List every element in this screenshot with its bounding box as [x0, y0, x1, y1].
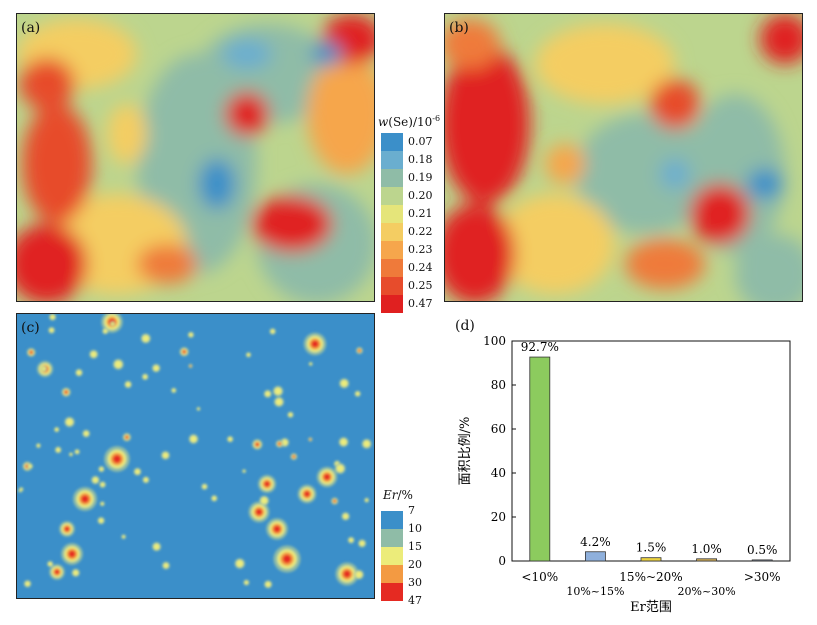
- bar-data-label: 0.5%: [747, 543, 778, 557]
- legend-top-swatch: [381, 241, 403, 259]
- legend-top-swatch: [381, 277, 403, 295]
- legend-bottom: 7 10 15 20 30 47: [381, 504, 441, 607]
- legend-top-swatch: [381, 169, 403, 187]
- bar-data-label: 4.2%: [580, 535, 611, 549]
- legend-top-tick-label: 0.18: [408, 153, 433, 166]
- legend-bottom-tick-label: 47: [408, 594, 422, 607]
- legend-top-title-var: w: [378, 115, 389, 129]
- bar: [640, 557, 662, 562]
- se-concentration-map-a: [17, 14, 374, 301]
- plot-frame: [511, 340, 791, 562]
- legend-top-swatch: [381, 223, 403, 241]
- legend-top-tick-label: 0.25: [408, 279, 433, 292]
- panel-label-b: (b): [449, 20, 469, 36]
- map-panel-a: (a): [16, 13, 375, 302]
- legend-bottom-swatch: [381, 529, 403, 547]
- legend-top-tick-label: 0.23: [408, 243, 433, 256]
- legend-top-tick-label: 0.19: [408, 171, 433, 184]
- map-panel-c: (c): [16, 313, 375, 599]
- bar: [529, 356, 551, 562]
- y-tick-label: 20: [491, 510, 506, 524]
- legend-bottom-tick-label: 15: [408, 540, 422, 553]
- legend-bottom-swatch: [381, 565, 403, 583]
- legend-top-tick-label: 0.21: [408, 207, 433, 220]
- legend-bottom-title: Er/%: [383, 488, 413, 502]
- y-axis-label: 面积比例/%: [458, 417, 473, 486]
- legend-bottom-title-var: Er: [383, 488, 398, 502]
- legend-bottom-tick-label: 20: [408, 558, 422, 571]
- y-tick-label: 40: [491, 466, 506, 480]
- legend-bottom-swatch: [381, 583, 403, 601]
- legend-top-swatch: [381, 205, 403, 223]
- legend-top-swatch: [381, 133, 403, 151]
- legend-top-swatch: [381, 259, 403, 277]
- bar: [584, 551, 606, 562]
- panel-label-a: (a): [21, 20, 41, 36]
- legend-bottom-tick-label: 10: [408, 522, 422, 535]
- x-tick-label: 15%~20%: [619, 570, 682, 584]
- x-axis-label: Er范围: [630, 600, 672, 615]
- panel-label-c: (c): [21, 320, 40, 336]
- legend-top-swatch: [381, 151, 403, 169]
- x-tick-label: 20%~30%: [678, 585, 736, 598]
- legend-top-title: w(Se)/10-6: [378, 114, 440, 129]
- legend-top-tick-label: 0.47: [408, 297, 433, 310]
- legend-top-tick-label: 0.07: [408, 135, 433, 148]
- y-tick-label: 60: [491, 422, 506, 436]
- bar: [751, 559, 773, 562]
- legend-bottom-tick-label: 30: [408, 576, 422, 589]
- legend-bottom-swatch: [381, 547, 403, 565]
- legend-bottom-title-rest: /%: [397, 488, 413, 502]
- panel-label-d: (d): [455, 318, 475, 334]
- bar-data-label: 1.0%: [691, 542, 722, 556]
- x-tick-label: >30%: [744, 570, 781, 584]
- x-tick-label: <10%: [521, 570, 558, 584]
- legend-bottom-tick-label: 7: [408, 504, 415, 517]
- legend-bottom-swatch: [381, 511, 403, 529]
- legend-top: 0.07 0.18 0.19 0.20 0.21 0.22 0.23 0.24 0.25 0.47: [381, 133, 441, 313]
- y-tick-label: 100: [483, 334, 506, 348]
- bar-data-label: 1.5%: [636, 541, 667, 555]
- legend-top-tick-label: 0.20: [408, 189, 433, 202]
- x-tick-label: 10%~15%: [566, 585, 624, 598]
- se-concentration-map-b: [445, 14, 802, 301]
- bar: [696, 558, 718, 562]
- er-map-c: [17, 314, 374, 598]
- legend-top-title-sup: -6: [432, 114, 441, 123]
- map-panel-b: (b): [444, 13, 803, 302]
- legend-top-swatch: [381, 187, 403, 205]
- y-tick-label: 80: [491, 378, 506, 392]
- area-ratio-bar-chart: 0 20 40 60 80 100 92.7% <10% 4.2% 10%~15% 1.5% 15%~…: [458, 334, 791, 615]
- y-tick-label: 0: [498, 554, 506, 568]
- bar-data-label: 92.7%: [521, 340, 559, 354]
- legend-top-swatch: [381, 295, 403, 313]
- legend-top-title-rest: (Se)/10: [388, 115, 433, 129]
- legend-top-tick-label: 0.24: [408, 261, 433, 274]
- legend-top-tick-label: 0.22: [408, 225, 433, 238]
